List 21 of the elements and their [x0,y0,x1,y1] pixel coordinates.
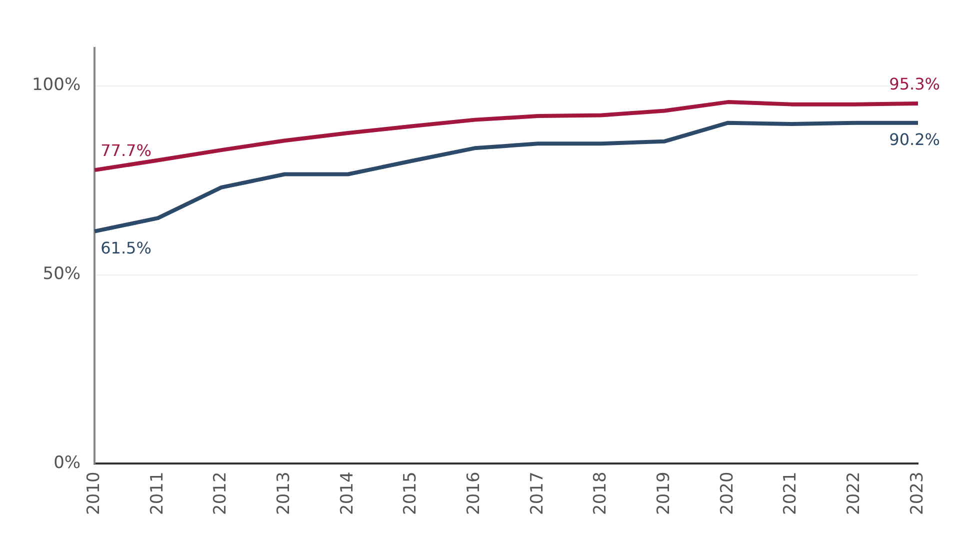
x-tick-label: 2013 [274,472,294,515]
x-tick-label: 2020 [717,472,738,515]
x-tick-label: 2012 [210,472,231,515]
x-tick-label: 2014 [337,472,358,515]
x-tick-label: 2015 [400,472,421,515]
x-tick-label: 2016 [464,472,484,515]
x-tick-label: 2019 [654,472,674,515]
data-label: 95.3% [889,74,940,94]
y-tick-label: 0% [54,453,81,474]
data-label: 77.7% [100,141,152,160]
x-tick-label: 2010 [84,472,104,515]
x-tick-label: 2011 [147,472,168,515]
y-tick-label: 100% [32,75,81,96]
x-tick-label: 2017 [527,472,548,515]
x-tick-label: 2023 [907,472,928,515]
x-tick-label: 2021 [780,472,801,515]
y-tick-label: 50% [42,264,81,284]
data-label: 90.2% [889,130,940,149]
x-tick-label: 2018 [590,472,611,515]
data-label: 61.5% [100,238,152,258]
x-tick-label: 2022 [844,472,864,515]
